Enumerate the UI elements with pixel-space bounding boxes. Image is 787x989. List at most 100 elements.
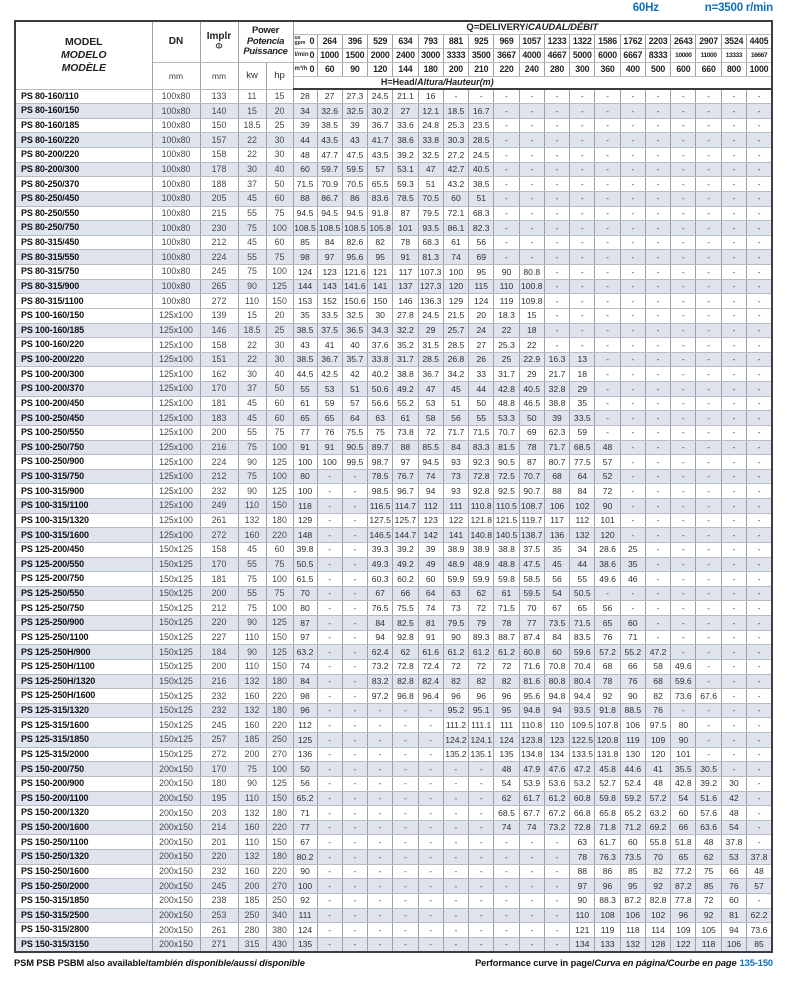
table-row: PS 125-200/750 150x125 181 75 100 61.5- -60.3 6… [14,571,773,587]
impeller-cell: 181 [199,571,239,587]
head-value-cell: 108 [594,907,621,924]
dn-unit-mm: mm [151,61,201,90]
head-value-cell: 63.6 [695,819,722,836]
head-value-cell: - [644,161,672,178]
head-value-cell: 71.2 [619,819,646,836]
head-value-cell: 28 [292,88,318,105]
head-value-cell: 140.8 [468,527,495,543]
flow-value: 1762 [619,33,646,49]
hp-cell: 150 [265,790,294,807]
head-value-cell: 35 [569,395,596,412]
head-value-cell: 127.3 [417,278,444,295]
head-value-cell: - [316,673,343,690]
head-value-cell: 37.8 [746,849,773,865]
head-value-cell: 60 [720,892,748,909]
head-value-cell: - [644,424,672,441]
dn-cell: 150x125 [151,673,201,690]
head-value-cell: - [619,234,646,251]
head-value-cell: - [493,849,520,865]
impeller-cell: 133 [199,88,239,105]
head-value-cell: 48.9 [468,556,495,573]
hp-cell: 60 [265,395,294,412]
model-cell: PS 125-250H/1600 [14,688,153,704]
gpm-zero-cell: us gpm 0 [292,33,318,49]
head-value-cell: 129 [442,293,470,309]
head-value-cell: 30.2 [367,103,394,119]
head-value-cell: - [720,351,748,368]
table-row: PS 100-250/900 125x100 224 90 125 100 100 99.5 9… [14,454,773,470]
head-value-cell: - [644,527,672,543]
head-value-cell: - [746,454,773,470]
flow-value: 16667 [746,47,773,63]
dn-cell: 200x150 [151,922,201,938]
head-value-cell: 97.5 [644,717,672,733]
head-value-cell: 39.2 [695,775,722,792]
head-value-cell: 31.7 [392,351,419,368]
kw-cell: 90 [237,775,267,792]
dn-cell: 125x100 [151,381,201,397]
hp-cell: 100 [265,761,294,777]
flow-value: 634 [392,33,419,49]
head-value-cell: 27.3 [341,88,369,105]
flow-value: 10000 [670,47,697,63]
impeller-cell: 230 [199,220,239,236]
hp-cell: 100 [265,600,294,616]
head-value-cell: 119.7 [518,512,545,529]
head-value-cell: 94 [367,629,394,646]
head-value-cell: 35 [619,556,646,573]
head-value-cell: - [543,293,571,309]
model-column-header: MODEL MODELO MODÈLE [14,20,153,90]
dn-cell: 150x125 [151,571,201,587]
head-value-cell: 111 [442,498,470,514]
head-value-cell: - [594,117,621,134]
impeller-cell: 272 [199,293,239,309]
head-value-cell: 115 [468,278,495,295]
head-value-cell: - [746,249,773,265]
head-value-cell: 34.2 [442,366,470,382]
head-value-cell: - [569,190,596,207]
head-value-cell: 53.1 [392,161,419,178]
head-value-cell: - [670,483,697,499]
head-value-cell: - [594,293,621,309]
head-value-cell: 49.3 [367,556,394,573]
head-value-cell: - [720,527,748,543]
head-value-cell: - [341,922,369,938]
impeller-cell: 158 [199,147,239,163]
head-value-cell: - [341,468,369,485]
head-value-cell: - [341,673,369,690]
head-value-cell: - [341,805,369,821]
head-value-cell: 96.7 [392,483,419,499]
head-value-cell: 84 [367,615,394,631]
head-value-cell: - [316,746,343,763]
flow-value: 881 [442,33,470,49]
head-value-cell: 129 [292,512,318,529]
head-value-cell: - [594,351,621,368]
head-value-cell: - [720,498,748,514]
head-value-cell: - [468,775,495,792]
flow-value: 4667 [543,47,571,63]
kw-cell: 11 [237,88,267,105]
head-value-cell: 94.5 [292,205,318,222]
head-value-cell: 39 [543,410,571,426]
head-value-cell: - [392,936,419,953]
head-value-cell: 30.3 [442,132,470,148]
head-value-cell: - [746,205,773,222]
head-value-cell: - [644,498,672,514]
dn-cell: 150x125 [151,658,201,675]
kw-cell: 37 [237,381,267,397]
impeller-cell: 232 [199,863,239,880]
head-value-cell: 121.5 [493,512,520,529]
head-value-cell: 32.5 [341,307,369,324]
head-value-cell: - [746,366,773,382]
head-value-cell: - [316,688,343,704]
head-value-cell: 81.5 [493,439,520,456]
flow-value: 13333 [720,47,748,63]
head-value-cell: 47.9 [518,761,545,777]
dn-cell: 100x80 [151,278,201,295]
impeller-cell: 232 [199,688,239,704]
hp-cell: 220 [265,688,294,704]
head-value-cell: 39 [417,541,444,558]
flow-value: 8333 [644,47,672,63]
flow-value: 210 [468,61,495,77]
head-value-cell: - [619,190,646,207]
